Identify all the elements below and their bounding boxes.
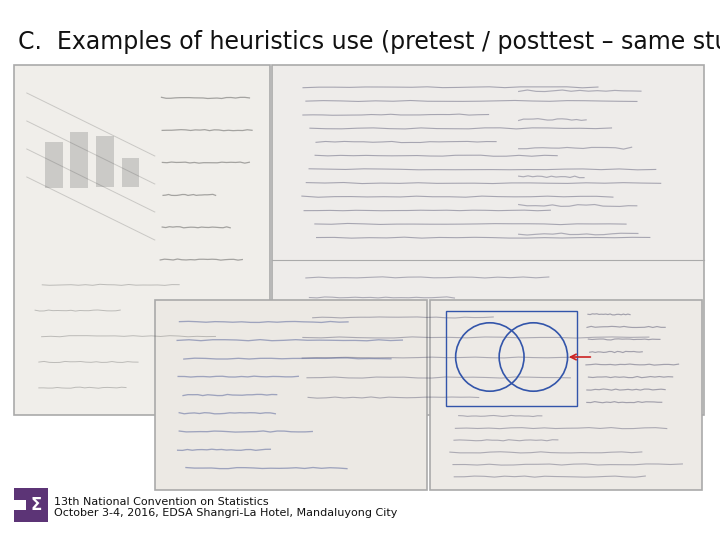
- Bar: [14, 65, 270, 415]
- Bar: [122, 159, 140, 187]
- Text: October 3-4, 2016, EDSA Shangri-La Hotel, Mandaluyong City: October 3-4, 2016, EDSA Shangri-La Hotel…: [54, 508, 397, 518]
- Bar: [14, 488, 48, 522]
- Bar: [272, 65, 704, 415]
- Bar: [14, 500, 26, 510]
- Bar: [45, 143, 63, 187]
- Bar: [155, 300, 427, 490]
- Bar: [430, 300, 702, 490]
- Bar: [96, 137, 114, 187]
- Text: C.  Examples of heuristics use (pretest / posttest – same student): C. Examples of heuristics use (pretest /…: [18, 30, 720, 54]
- Bar: [71, 132, 89, 187]
- Bar: [446, 312, 577, 407]
- Text: 13th National Convention on Statistics: 13th National Convention on Statistics: [54, 497, 269, 507]
- Text: Σ: Σ: [30, 496, 42, 514]
